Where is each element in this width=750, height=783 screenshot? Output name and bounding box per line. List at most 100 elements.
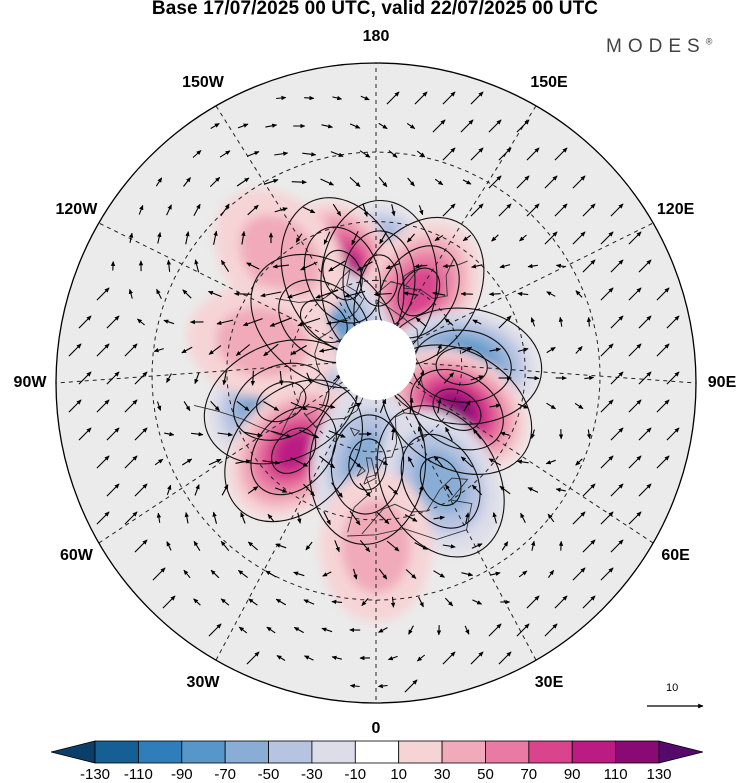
longitude-label-lon-180: 180 bbox=[362, 28, 390, 45]
wind-arrow bbox=[247, 486, 259, 494]
contour-line bbox=[419, 456, 462, 507]
wind-arrow bbox=[610, 371, 624, 385]
wind-arrow bbox=[501, 541, 509, 551]
colorbar-swatch bbox=[398, 740, 443, 764]
wind-arrow bbox=[527, 487, 539, 493]
wind-arrow bbox=[216, 319, 234, 326]
wind-arrow bbox=[498, 203, 512, 217]
colorbar-tick-label: 110 bbox=[603, 766, 628, 783]
wind-arrow bbox=[530, 317, 536, 327]
wind-arrow bbox=[498, 651, 512, 665]
colorbar-tick-label: 70 bbox=[520, 766, 538, 783]
wind-arrow bbox=[302, 152, 317, 157]
wind-arrow bbox=[322, 571, 332, 577]
wind-arrow bbox=[263, 343, 279, 357]
wind-arrow bbox=[155, 177, 163, 187]
wind-arrow bbox=[445, 484, 453, 496]
wind-arrow bbox=[265, 123, 278, 128]
wind-arrow bbox=[185, 231, 190, 245]
wind-arrow bbox=[220, 598, 230, 606]
wind-arrow bbox=[315, 289, 339, 299]
coastline-segment bbox=[193, 297, 365, 436]
wind-arrow bbox=[349, 123, 361, 129]
brand-logo: MODES® bbox=[606, 36, 712, 58]
wind-arrow bbox=[124, 399, 138, 413]
colorbar-swatch bbox=[137, 740, 183, 764]
anomaly-high-nw-atlantic-50w-level-90 bbox=[274, 431, 313, 471]
wind-arrow bbox=[442, 544, 456, 549]
wind-arrow bbox=[348, 456, 362, 468]
wind-arrow bbox=[302, 206, 316, 214]
contour-line bbox=[435, 347, 488, 386]
wind-arrow bbox=[156, 401, 162, 411]
wind-arrow bbox=[96, 455, 110, 469]
wind-arrow bbox=[359, 483, 371, 498]
wind-arrow bbox=[351, 231, 359, 246]
wind-arrow bbox=[304, 655, 314, 661]
wind-arrow bbox=[210, 123, 220, 129]
colorbar-tick-label: 130 bbox=[646, 766, 672, 783]
wind-arrow bbox=[488, 175, 502, 189]
wind-arrow bbox=[306, 372, 312, 384]
wind-arrow bbox=[414, 542, 428, 550]
wind-arrow bbox=[470, 375, 484, 381]
wind-arrow bbox=[297, 317, 321, 327]
wind-arrow bbox=[443, 372, 455, 384]
wind-arrow bbox=[96, 511, 110, 525]
contour-line bbox=[330, 414, 405, 515]
wind-arrow bbox=[163, 319, 175, 325]
wind-arrow bbox=[406, 122, 416, 130]
wind-arrow bbox=[220, 540, 230, 552]
wind-arrow bbox=[240, 511, 246, 524]
wind-arrow bbox=[445, 426, 453, 441]
wind-arrow bbox=[318, 348, 335, 353]
colorbar-swatch bbox=[615, 740, 660, 764]
wind-arrow bbox=[321, 627, 333, 633]
wind-arrow bbox=[600, 231, 614, 245]
wind-arrow bbox=[610, 259, 624, 273]
wind-arrow bbox=[407, 456, 415, 468]
wind-arrow bbox=[356, 261, 373, 271]
wind-arrow bbox=[471, 484, 483, 496]
wind-arrow bbox=[544, 231, 558, 245]
wind-arrow bbox=[465, 512, 470, 524]
wind-arrow bbox=[318, 403, 336, 409]
wind-arrow bbox=[134, 371, 148, 385]
wind-arrow bbox=[415, 317, 427, 327]
wind-arrow bbox=[638, 427, 652, 441]
wind-arrow bbox=[517, 403, 529, 409]
wind-arrow bbox=[638, 371, 652, 385]
wind-arrow bbox=[212, 511, 218, 524]
colorbar-tick-label: -10 bbox=[344, 766, 367, 783]
wind-arrow bbox=[488, 119, 502, 133]
longitude-label-lon-30w: 30W bbox=[186, 673, 220, 691]
longitude-label-lon-90e: 90E bbox=[707, 374, 737, 391]
wind-arrow bbox=[408, 625, 414, 635]
wind-arrow bbox=[555, 263, 566, 269]
wind-arrow bbox=[582, 203, 596, 217]
wind-arrow bbox=[572, 567, 586, 581]
longitude-label-lon-60w: 60W bbox=[59, 547, 93, 564]
wind-arrow bbox=[462, 179, 472, 185]
wind-arrow bbox=[293, 626, 304, 634]
contour-line bbox=[410, 368, 504, 451]
wind-arrow bbox=[209, 177, 221, 187]
wind-arrow bbox=[106, 427, 120, 441]
colorbar-swatch bbox=[658, 740, 703, 764]
wind-arrow bbox=[166, 484, 172, 495]
wind-arrow bbox=[442, 147, 456, 161]
wind-arrow bbox=[237, 123, 249, 129]
wind-arrow bbox=[628, 343, 642, 357]
wind-arrow bbox=[236, 177, 250, 187]
meridian-line bbox=[56, 359, 377, 384]
wind-arrow bbox=[267, 513, 275, 522]
wind-arrow bbox=[600, 399, 614, 413]
wind-arrow bbox=[96, 399, 110, 413]
wind-arrow bbox=[442, 91, 456, 105]
wind-arrow bbox=[275, 598, 287, 606]
wind-arrow bbox=[470, 203, 484, 217]
wind-arrow bbox=[463, 400, 471, 412]
wind-arrow bbox=[405, 569, 417, 579]
wind-arrow bbox=[326, 319, 348, 326]
wind-arrow bbox=[442, 263, 455, 269]
